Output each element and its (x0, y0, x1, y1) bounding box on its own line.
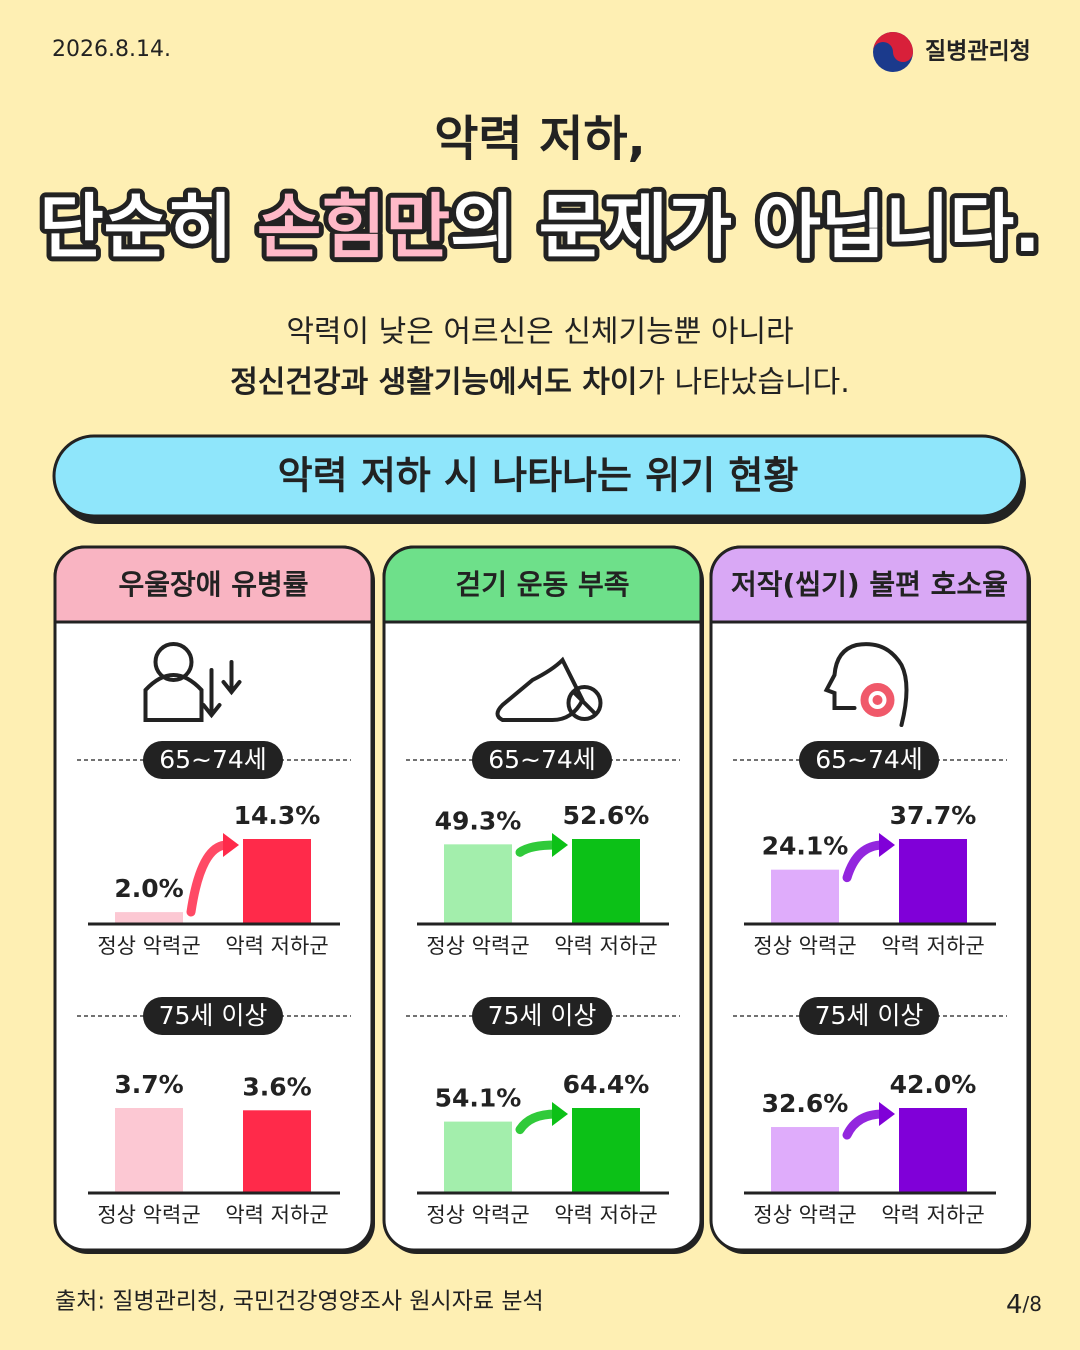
category-label: 악력 저하군 (554, 1203, 657, 1227)
value-label: 14.3% (234, 801, 321, 830)
trend-arrowhead (552, 1102, 568, 1126)
icon (571, 690, 598, 716)
icon (201, 660, 242, 719)
title-line1: 악력 저하, (434, 111, 646, 167)
category-label: 정상 악력군 (753, 934, 856, 958)
icon (495, 656, 585, 722)
panel-header (382, 545, 703, 624)
panel-header (53, 545, 374, 624)
age-pill (143, 741, 283, 779)
bar (771, 1127, 839, 1193)
source: 출처: 질병관리청, 국민건강영양조사 원시자료 분석 (55, 1289, 544, 1315)
bar (572, 839, 640, 924)
panel-title: 저작(씹기) 불편 호소율 (731, 568, 1008, 601)
subtitle-line1: 악력이 낮은 어르신은 신체기능뿐 아니라 (286, 315, 793, 350)
page-number: 4/8 (1006, 1290, 1042, 1320)
value-label: 24.1% (762, 832, 849, 861)
value-label: 42.0% (890, 1070, 977, 1099)
title-part: 의 문제가 아닙니다. (450, 186, 1041, 268)
bar (899, 839, 967, 924)
category-label: 정상 악력군 (97, 934, 200, 958)
date: 2026.8.14. (52, 37, 171, 62)
value-label: 2.0% (114, 874, 183, 903)
category-label: 악력 저하군 (881, 1203, 984, 1227)
panel (53, 545, 374, 1252)
bar (243, 1110, 311, 1193)
panel-title: 우울장애 유병률 (118, 568, 308, 601)
category-label: 정상 악력군 (97, 1203, 200, 1227)
page-total: /8 (1023, 1292, 1042, 1316)
panels: 우울장애 유병률 걷기 운동 부족 저작(씹기) 불편 호소율 65~74세 2.0% 정… (53, 545, 1031, 1254)
subtitle-rest: 가 나타났습니다. (638, 365, 850, 400)
panel-title: 걷기 운동 부족 (455, 568, 629, 601)
age-label: 75세 이상 (815, 1001, 924, 1030)
title-highlight: 손힘만 (257, 186, 450, 268)
age-pill (143, 997, 283, 1035)
trend-arrowhead (223, 833, 239, 857)
value-label: 3.7% (114, 1070, 183, 1099)
trend-arrow (842, 840, 888, 883)
icon (872, 695, 883, 705)
value-label: 37.7% (890, 801, 977, 830)
age-label: 65~74세 (488, 745, 596, 774)
age-pill (799, 741, 939, 779)
bar (899, 1108, 967, 1193)
age-label: 65~74세 (159, 745, 267, 774)
panel (382, 545, 703, 1252)
subtitle-line2: 정신건강과 생활기능에서도 차이가 나타났습니다. (230, 365, 850, 400)
age-pill (472, 741, 612, 779)
icon (566, 685, 603, 721)
age-pill (799, 997, 939, 1035)
value-label: 3.6% (242, 1072, 311, 1101)
category-label: 악력 저하군 (225, 934, 328, 958)
trend-arrow (186, 840, 232, 917)
org-logo-top (873, 32, 913, 62)
trend-arrow (842, 1109, 888, 1140)
panel-header (709, 545, 1030, 624)
bar (115, 912, 183, 924)
title-part: 단순히 (39, 186, 257, 268)
age-pill (472, 997, 612, 1035)
panel (709, 545, 1030, 1252)
icon (823, 642, 909, 727)
value-label: 49.3% (435, 806, 522, 835)
value-label: 64.4% (563, 1070, 650, 1099)
bar (115, 1108, 183, 1193)
bar (243, 839, 311, 924)
age-label: 75세 이상 (159, 1001, 268, 1030)
bar (771, 869, 839, 924)
age-label: 65~74세 (815, 745, 923, 774)
category-label: 악력 저하군 (881, 934, 984, 958)
trend-arrow (515, 840, 561, 857)
title-line2: 단순히 손힘만의 문제가 아닙니다. (39, 186, 1040, 268)
value-label: 32.6% (762, 1089, 849, 1118)
trend-arrowhead (879, 833, 895, 857)
page-current: 4 (1006, 1290, 1023, 1320)
icon (143, 673, 204, 722)
age-label: 75세 이상 (488, 1001, 597, 1030)
category-label: 정상 악력군 (426, 934, 529, 958)
subtitle-bold: 정신건강과 생활기능에서도 차이 (230, 365, 637, 400)
trend-arrow (515, 1109, 561, 1135)
bar (444, 844, 512, 924)
value-label: 52.6% (563, 801, 650, 830)
value-label: 54.1% (435, 1084, 522, 1113)
bar (572, 1108, 640, 1193)
trend-arrowhead (552, 833, 568, 857)
category-label: 악력 저하군 (554, 934, 657, 958)
banner (52, 434, 1024, 518)
banner-text: 악력 저하 시 나타나는 위기 현황 (278, 454, 799, 498)
icon (153, 642, 194, 682)
category-label: 악력 저하군 (225, 1203, 328, 1227)
bar (444, 1121, 512, 1193)
org-name: 질병관리청 (925, 39, 1031, 65)
trend-arrowhead (879, 1102, 895, 1126)
category-label: 정상 악력군 (426, 1203, 529, 1227)
category-label: 정상 악력군 (753, 1203, 856, 1227)
